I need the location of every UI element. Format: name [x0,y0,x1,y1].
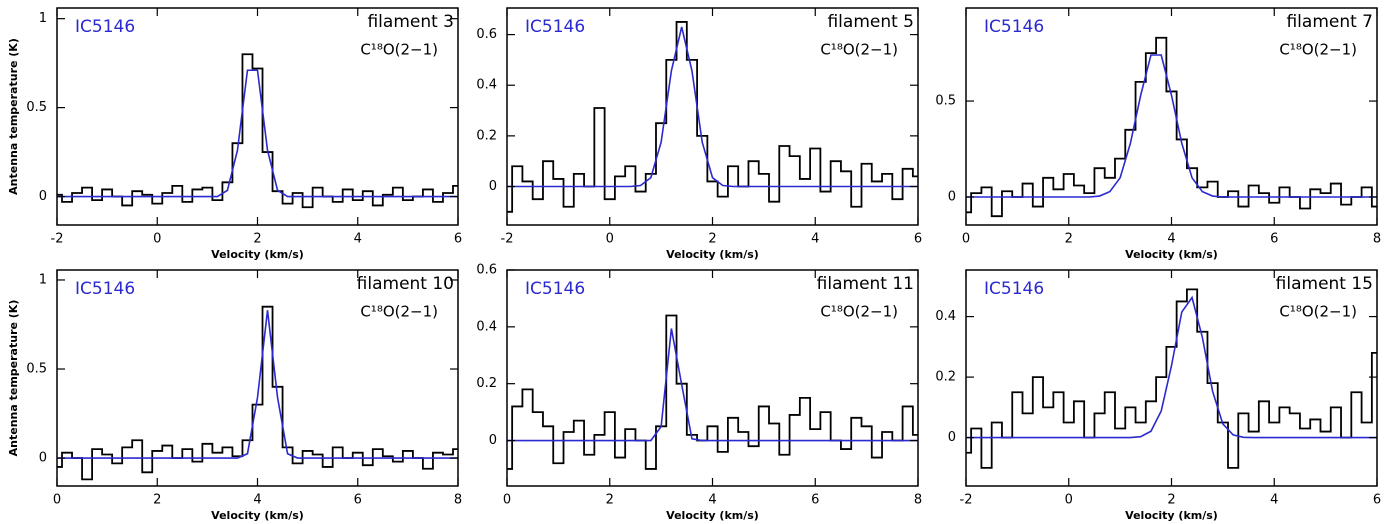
filament-label: filament 7 [1286,12,1373,32]
panel: 0 2 4 6 8 0 0.5 1 Velocity (km/s) Antenna tempera… [7,269,462,522]
x-axis-label: Velocity (km/s) [666,248,759,261]
y-tick-label: 0 [948,189,956,204]
fit-line [966,295,1377,439]
y-tick-label: 0.2 [476,376,497,391]
x-axis-label: Velocity (km/s) [666,509,759,522]
y-axis-label: Antenna temperature (K) [7,38,20,195]
x-tick-label: 4 [253,493,261,508]
x-tick-label: 0 [606,232,614,247]
x-tick-label: 6 [454,232,462,247]
y-tick-label: 0 [948,430,956,445]
y-tick-label: 0 [489,179,497,194]
line-label: C¹⁸O(2−1) [1279,303,1357,321]
line-label: C¹⁸O(2−1) [360,41,438,59]
x-axis-label: Velocity (km/s) [1125,509,1218,522]
x-tick-label: 4 [1270,493,1278,508]
x-tick-label: 2 [1065,232,1073,247]
source-label: IC5146 [525,17,585,37]
x-tick-label: 6 [354,493,362,508]
y-tick-label: 0.4 [476,319,497,334]
spectrum-line [57,53,458,209]
y-tick-label: 0 [39,451,47,466]
y-tick-label: 0.2 [935,370,956,385]
x-tick-label: 2 [253,232,261,247]
fit-line [507,26,918,188]
x-tick-label: 8 [914,493,922,508]
panel: 0 2 4 6 8 0 0.2 0.4 0.6 Velocity (km/s) IC5146 fila… [476,263,922,523]
x-tick-label: 6 [1373,493,1381,508]
x-tick-label: 4 [811,232,819,247]
y-tick-label: 0.6 [476,263,497,278]
filament-label: filament 11 [817,274,914,294]
y-tick-label: 0.6 [476,27,497,42]
y-tick-label: 0.2 [476,128,497,143]
y-tick-label: 1 [39,272,47,287]
y-tick-label: 0 [39,189,47,204]
line-label: C¹⁸O(2−1) [1279,41,1357,59]
y-tick-label: 0 [489,433,497,448]
x-axis-label: Velocity (km/s) [211,248,304,261]
x-tick-label: 0 [503,493,511,508]
y-tick-label: 0.4 [935,309,956,324]
y-tick-label: 0.4 [476,78,497,93]
panel: -2 0 2 4 6 0 0.5 1 Velocity (km/s) Antenna temper… [7,7,462,261]
x-tick-label: -2 [960,493,973,508]
x-tick-label: 0 [962,232,970,247]
y-tick-label: 0.5 [26,100,47,115]
x-tick-label: -2 [51,232,64,247]
filament-label: filament 3 [367,12,454,32]
panel: -2 0 2 4 6 0 0.2 0.4 0.6 Velocity (km/s) IC5146 fil… [476,7,922,261]
y-axis-label: Antenna temperature (K) [7,300,20,457]
fit-line [507,328,918,442]
x-tick-label: 0 [53,493,61,508]
panel: -2 0 2 4 6 0 0.2 0.4 Velocity (km/s) IC5146 filame… [935,269,1381,522]
x-tick-label: 0 [1065,493,1073,508]
x-tick-label: 4 [708,493,716,508]
x-tick-label: 2 [153,493,161,508]
filament-label: filament 10 [357,274,454,294]
source-label: IC5146 [984,17,1044,37]
y-tick-label: 0.5 [26,362,47,377]
x-tick-label: -2 [501,232,514,247]
source-label: IC5146 [525,279,585,299]
x-tick-label: 2 [606,493,614,508]
line-label: C¹⁸O(2−1) [820,303,898,321]
panel: 0 2 4 6 8 0 0.5 Velocity (km/s) IC5146 filament 7… [935,7,1381,261]
x-tick-label: 0 [153,232,161,247]
x-axis-label: Velocity (km/s) [1125,248,1218,261]
x-tick-label: 6 [1270,232,1278,247]
x-tick-label: 2 [708,232,716,247]
spectrum-line [57,305,458,481]
fit-line [57,310,458,459]
x-axis-label: Velocity (km/s) [211,509,304,522]
source-label: IC5146 [75,17,135,37]
spectrum-line [507,21,918,213]
fit-line [57,69,458,198]
x-tick-label: 4 [354,232,362,247]
x-tick-label: 2 [1167,493,1175,508]
x-tick-label: 8 [1373,232,1381,247]
line-label: C¹⁸O(2−1) [360,303,438,321]
spectrum-line [966,288,1377,469]
filament-label: filament 15 [1276,274,1373,294]
x-tick-label: 6 [811,493,819,508]
y-tick-label: 1 [39,11,47,26]
source-label: IC5146 [75,279,135,299]
source-label: IC5146 [984,279,1044,299]
spectrum-line [966,36,1377,218]
line-label: C¹⁸O(2−1) [820,41,898,59]
filament-label: filament 5 [827,12,914,32]
spectrum-line [507,314,918,470]
x-tick-label: 8 [454,493,462,508]
x-tick-label: 6 [914,232,922,247]
y-tick-label: 0.5 [935,94,956,109]
fit-line [966,54,1377,198]
x-tick-label: 4 [1167,232,1175,247]
